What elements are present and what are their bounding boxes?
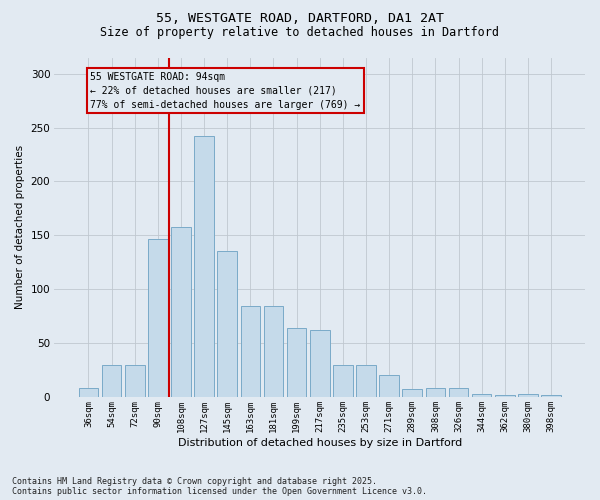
Bar [217, 252, 237, 397]
Y-axis label: Number of detached properties: Number of detached properties [15, 145, 25, 310]
Bar [518, 394, 538, 397]
Bar [449, 388, 469, 397]
Bar [241, 306, 260, 397]
Bar [310, 330, 329, 397]
X-axis label: Distribution of detached houses by size in Dartford: Distribution of detached houses by size … [178, 438, 462, 448]
Bar [379, 376, 399, 397]
Bar [79, 388, 98, 397]
Bar [425, 388, 445, 397]
Text: Size of property relative to detached houses in Dartford: Size of property relative to detached ho… [101, 26, 499, 39]
Bar [287, 328, 307, 397]
Bar [356, 364, 376, 397]
Text: Contains HM Land Registry data © Crown copyright and database right 2025.
Contai: Contains HM Land Registry data © Crown c… [12, 476, 427, 496]
Bar [194, 136, 214, 397]
Bar [333, 364, 353, 397]
Bar [263, 306, 283, 397]
Bar [495, 395, 515, 397]
Text: 55, WESTGATE ROAD, DARTFORD, DA1 2AT: 55, WESTGATE ROAD, DARTFORD, DA1 2AT [156, 12, 444, 24]
Text: 55 WESTGATE ROAD: 94sqm
← 22% of detached houses are smaller (217)
77% of semi-d: 55 WESTGATE ROAD: 94sqm ← 22% of detache… [90, 72, 361, 110]
Bar [541, 395, 561, 397]
Bar [171, 226, 191, 397]
Bar [403, 390, 422, 397]
Bar [102, 364, 121, 397]
Bar [125, 364, 145, 397]
Bar [472, 394, 491, 397]
Bar [148, 238, 167, 397]
